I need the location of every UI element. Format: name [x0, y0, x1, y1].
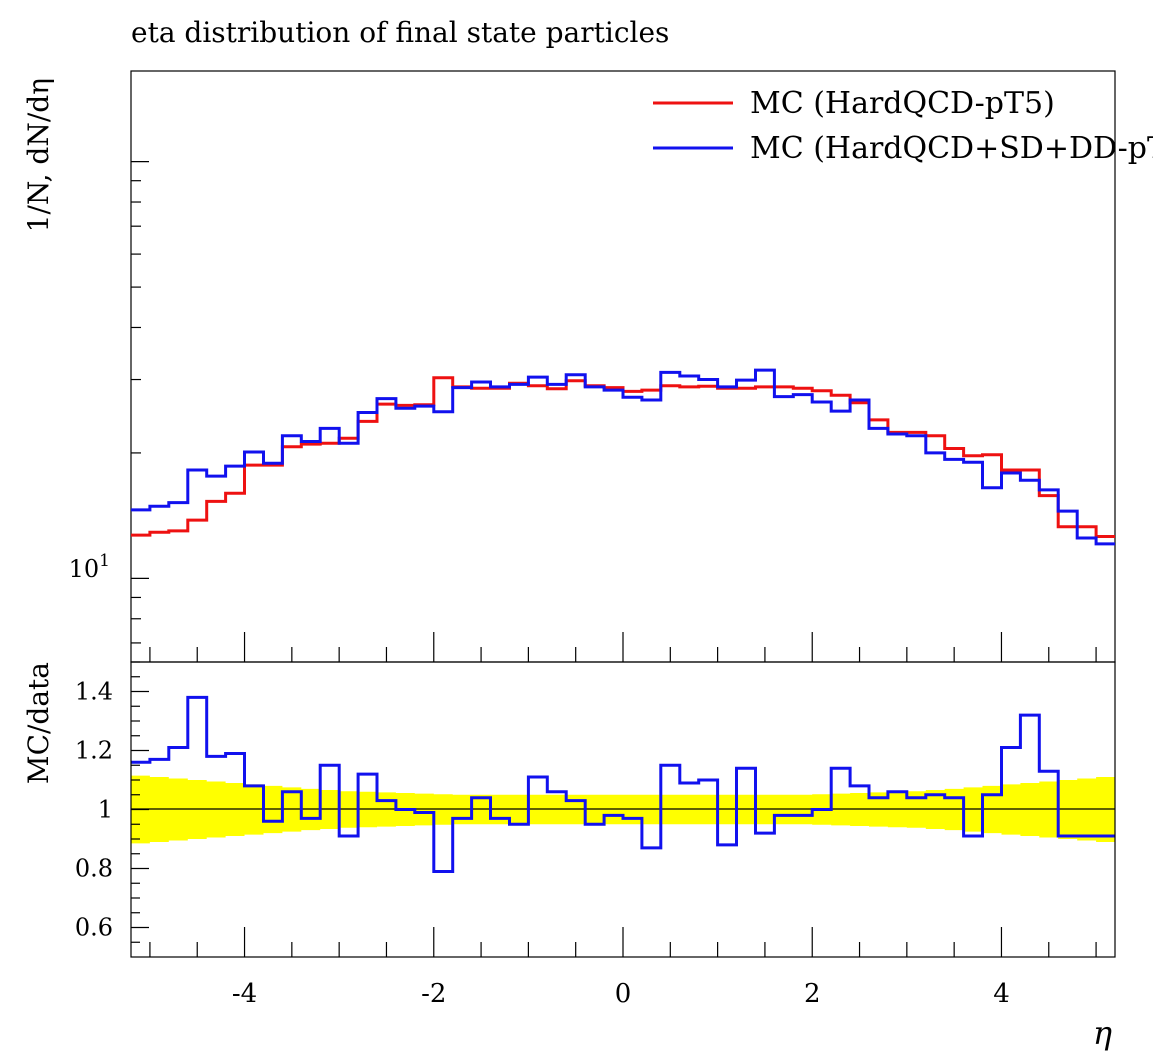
x-tick-label: 4 — [993, 979, 1010, 1009]
main-y-tick-exponent: 1 — [99, 551, 110, 571]
ratio-frame — [130, 661, 1116, 958]
main-series-hardqcd — [131, 376, 1115, 538]
legend-entry-hardqcd-sd-dd: MC (HardQCD+SD+DD-pT5) — [750, 131, 1153, 166]
x-tick-label: -4 — [232, 979, 257, 1009]
x-tick-label: 0 — [615, 979, 632, 1009]
main-series-group — [131, 368, 1115, 546]
main-ticks — [131, 161, 1097, 662]
legend-entry-hardqcd: MC (HardQCD-pT5) — [750, 86, 1055, 121]
ratio-y-axis-label: MC/data — [22, 662, 55, 784]
ratio-series-group — [131, 695, 1115, 873]
plot-title: eta distribution of final state particle… — [131, 16, 669, 49]
ratio-series-hardqcd-sd-dd — [131, 695, 1115, 873]
x-tick-label: 2 — [804, 979, 821, 1009]
main-y-axis-label: 1/N, dN/dη — [22, 78, 55, 232]
ratio-y-tick-label: 0.8 — [75, 855, 113, 883]
ratio-y-tick-label: 1.2 — [75, 737, 113, 765]
x-tick-label: -2 — [421, 979, 446, 1009]
main-y-tick-base: 10 — [69, 555, 100, 583]
ratio-y-tick-label: 1 — [98, 796, 113, 824]
ratio-ticks: 0.6 0.8 1 1.2 1.4 -4 -2 0 2 4 — [75, 661, 1097, 1009]
ratio-y-tick-label: 1.4 — [75, 678, 113, 706]
main-panel: 101 MC (HardQCD-pT5) MC (HardQCD+SD+DD-p… — [69, 70, 1153, 663]
legend: MC (HardQCD-pT5) MC (HardQCD+SD+DD-pT5) — [653, 86, 1153, 166]
main-y-tick-label: 101 — [69, 551, 110, 583]
ratio-panel: 0.6 0.8 1 1.2 1.4 -4 -2 0 2 4 — [75, 661, 1116, 1009]
x-axis-label: η — [1093, 1014, 1112, 1052]
ratio-y-tick-label: 0.6 — [75, 914, 113, 942]
main-series-hardqcd-sd-dd — [131, 368, 1115, 546]
